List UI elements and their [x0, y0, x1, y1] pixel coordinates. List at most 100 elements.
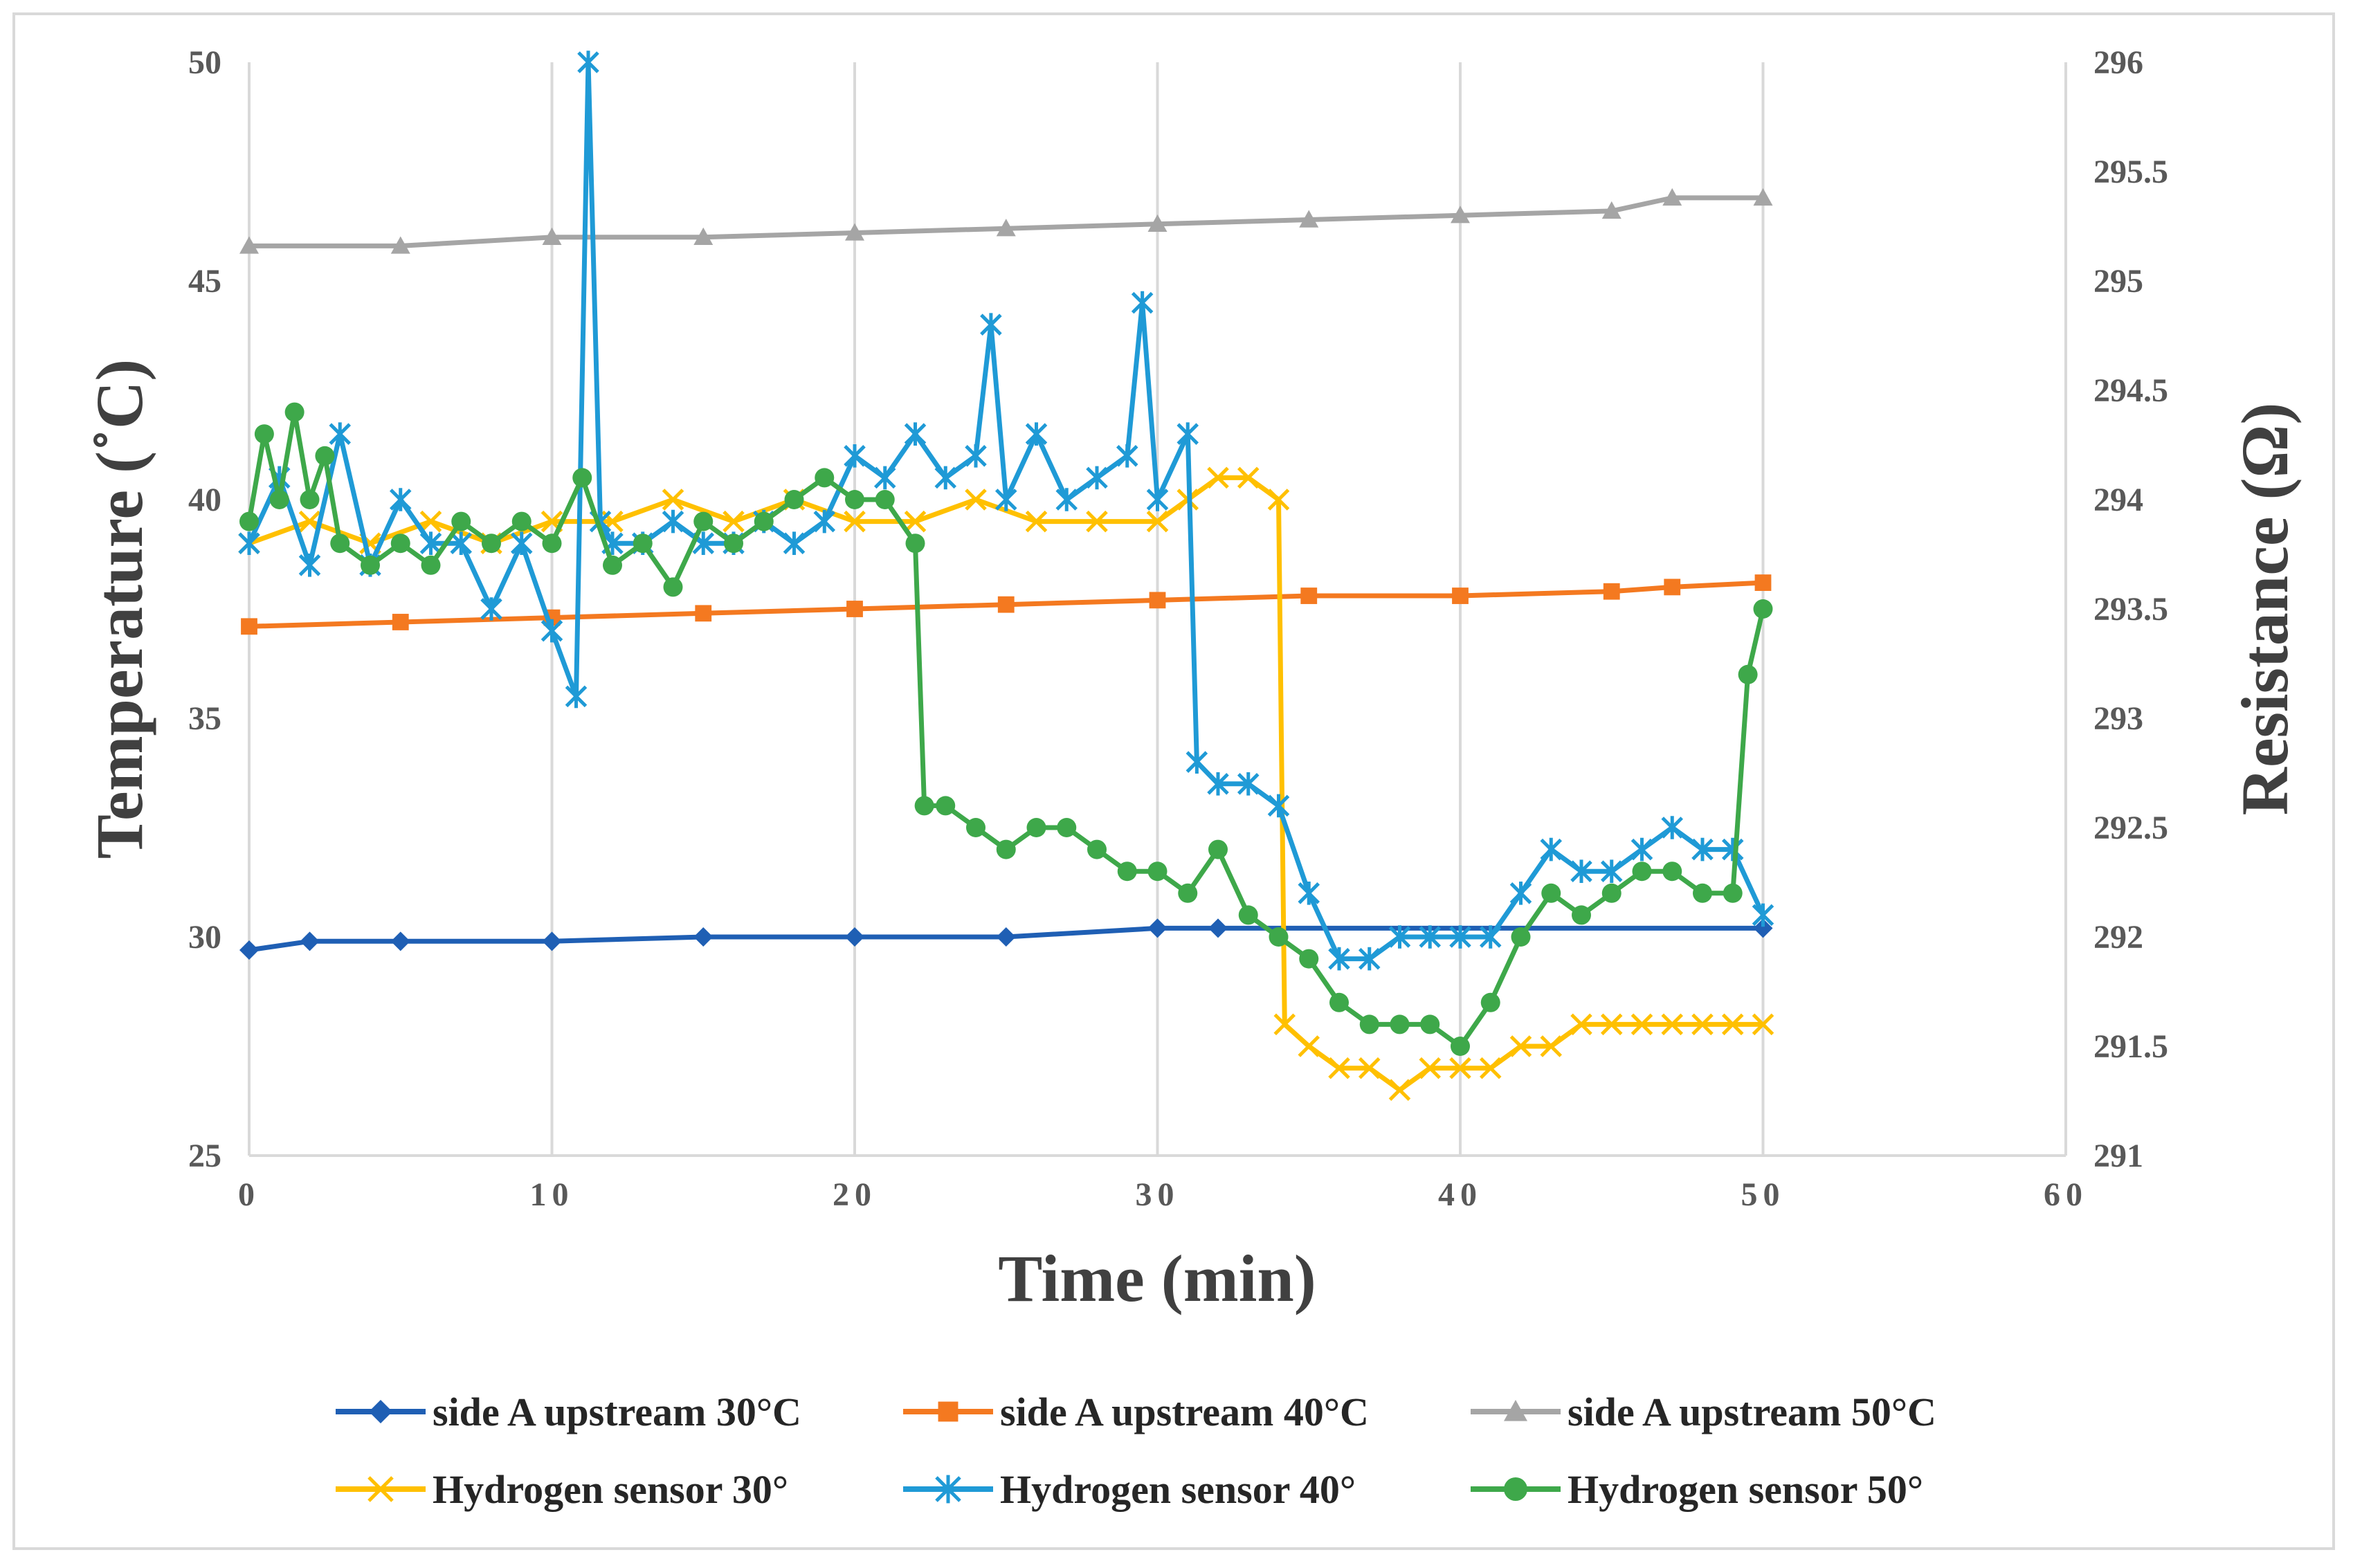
data-point	[663, 577, 683, 597]
series-1	[239, 918, 1773, 960]
series-4	[238, 466, 1774, 1101]
data-point	[844, 510, 866, 533]
data-point	[1300, 587, 1318, 604]
data-point	[542, 931, 562, 951]
y2-axis-title: Resistance (Ω)	[2228, 403, 2302, 816]
data-point	[965, 489, 987, 511]
y-tick-label: 40	[188, 482, 221, 518]
data-point	[511, 511, 532, 531]
y2-tick-label: 291	[2093, 1138, 2143, 1174]
data-point	[254, 424, 274, 444]
data-point	[1572, 905, 1591, 925]
data-point	[1600, 1013, 1623, 1036]
data-point	[1299, 210, 1319, 228]
data-point	[1480, 992, 1500, 1012]
x-tick-label: 40	[1438, 1176, 1482, 1213]
data-point	[1267, 489, 1290, 511]
data-point	[1603, 583, 1620, 600]
data-point	[846, 601, 863, 617]
data-point	[1146, 488, 1169, 511]
data-point	[996, 927, 1016, 947]
legend: side A upstream 30°C side A upstream 40°C…	[336, 1389, 1936, 1512]
tick-label-layer: 0 10 20 30 40 50 60 25 30 35 40 45 50 291 291.5 292 292.…	[188, 44, 2168, 1213]
data-point	[1149, 592, 1166, 609]
data-point	[1087, 839, 1107, 859]
data-point	[997, 596, 1015, 613]
data-point	[419, 531, 442, 555]
series-line	[248, 925, 1763, 953]
data-point	[1540, 1035, 1563, 1057]
data-point	[1721, 837, 1744, 862]
legend-label: Hydrogen sensor 50°	[1568, 1467, 1923, 1512]
data-point	[1328, 1057, 1350, 1079]
data-point	[996, 839, 1016, 859]
y2-tick-label: 296	[2093, 44, 2143, 81]
data-point	[1359, 1014, 1379, 1034]
data-point	[239, 511, 259, 531]
data-point	[1055, 488, 1078, 511]
data-point	[1086, 466, 1108, 490]
data-point	[695, 605, 712, 622]
data-point	[390, 534, 410, 554]
data-point	[1693, 883, 1712, 903]
data-point	[1452, 587, 1469, 604]
data-point	[633, 534, 653, 554]
data-point	[1753, 188, 1773, 206]
legend-marker	[369, 1400, 392, 1423]
data-point	[300, 931, 320, 951]
data-point	[300, 490, 320, 509]
series-6	[239, 402, 1773, 1056]
x-axis-title: Time (min)	[998, 1241, 1316, 1315]
y-tick-label: 35	[188, 700, 221, 737]
data-point	[390, 236, 410, 254]
data-point	[1267, 794, 1290, 818]
data-point	[1057, 818, 1077, 837]
data-point	[936, 796, 956, 816]
data-point	[723, 510, 745, 533]
legend-item: side A upstream 50°C	[1471, 1389, 1936, 1434]
data-point	[662, 509, 684, 534]
data-point	[1388, 925, 1411, 949]
data-point	[1237, 466, 1260, 489]
y-tick-label: 50	[188, 44, 221, 81]
data-point	[421, 555, 441, 575]
data-point	[1449, 1057, 1471, 1079]
data-point	[329, 422, 352, 446]
data-point	[1146, 510, 1169, 533]
data-point	[1752, 903, 1774, 927]
data-point	[1662, 188, 1682, 206]
data-point	[565, 684, 588, 709]
data-point	[845, 490, 864, 509]
data-point	[390, 931, 410, 951]
data-point	[1025, 510, 1048, 533]
data-point	[1329, 992, 1349, 1012]
y-tick-label: 45	[188, 263, 221, 300]
data-point	[815, 468, 835, 488]
data-point	[724, 534, 743, 554]
data-point	[1208, 918, 1228, 938]
data-point	[238, 531, 260, 555]
data-point	[510, 531, 533, 555]
data-point	[784, 490, 804, 509]
legend-marker	[367, 1476, 394, 1502]
data-point	[239, 940, 259, 960]
data-point	[572, 468, 592, 488]
data-point	[693, 511, 714, 531]
y2-tick-label: 293.5	[2093, 591, 2168, 628]
data-point	[1086, 510, 1108, 533]
series-line	[248, 580, 1763, 629]
data-point	[1738, 664, 1758, 684]
data-point	[996, 219, 1016, 237]
y-axis-title: Temperature (˚C)	[82, 359, 156, 859]
y2-tick-label: 291.5	[2093, 1028, 2168, 1065]
data-point	[1420, 1014, 1440, 1034]
data-point	[1479, 925, 1502, 949]
data-point	[1147, 214, 1168, 233]
series-5	[238, 51, 1774, 971]
data-point	[1451, 1037, 1470, 1056]
data-point	[1509, 882, 1532, 905]
data-point	[1388, 1079, 1411, 1101]
data-point	[1451, 206, 1470, 224]
data-point	[1185, 750, 1208, 774]
data-point	[1753, 918, 1773, 938]
